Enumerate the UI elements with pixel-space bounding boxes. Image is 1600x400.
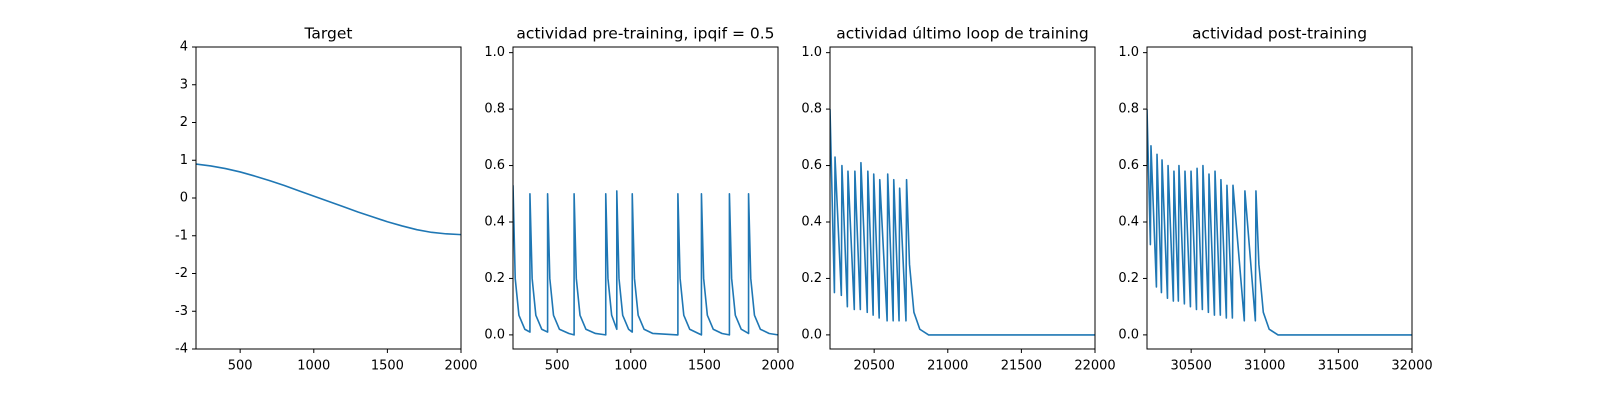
- x-tick-label: 30500: [1170, 359, 1211, 374]
- chart-title: Target: [304, 25, 353, 43]
- x-tick-label: 2000: [761, 359, 794, 374]
- y-tick-label: 0.0: [1118, 327, 1139, 342]
- y-tick-label: -4: [175, 342, 188, 357]
- y-tick-label: 0.2: [1118, 271, 1139, 286]
- line: [513, 185, 778, 336]
- chart-title: actividad último loop de training: [836, 25, 1088, 43]
- x-tick-label: 31500: [1318, 359, 1359, 374]
- y-tick-label: 0: [180, 191, 188, 206]
- x-tick-label: 2000: [444, 359, 477, 374]
- x-tick-label: 22000: [1074, 359, 1115, 374]
- y-tick-label: 0.8: [801, 102, 822, 117]
- y-tick-label: 0.0: [801, 327, 822, 342]
- y-tick-label: 1.0: [1118, 45, 1139, 60]
- line: [1147, 109, 1412, 336]
- y-tick-label: 1.0: [801, 45, 822, 60]
- y-tick-label: 0.6: [801, 158, 822, 173]
- subplot: actividad último loop de training 20500 21…: [801, 25, 1115, 374]
- y-tick-label: 0.8: [1118, 102, 1139, 117]
- chart-title: actividad pre-training, ipqif = 0.5: [516, 25, 774, 43]
- line: [196, 163, 461, 236]
- x-tick-label: 21500: [1001, 359, 1042, 374]
- y-tick-label: 0.4: [801, 214, 822, 229]
- x-tick-label: 32000: [1391, 359, 1432, 374]
- y-tick-label: 2: [180, 115, 188, 130]
- x-tick-label: 500: [228, 359, 253, 374]
- subplot: Target 500 1000 1500 2000 -4 -3 -2 -1 0 1 2 3 4: [175, 25, 478, 374]
- y-tick-label: -2: [175, 266, 188, 281]
- y-tick-label: 0.6: [1118, 158, 1139, 173]
- x-tick-label: 1000: [614, 359, 647, 374]
- axes-frame: [1146, 46, 1413, 350]
- axes-frame: [512, 46, 779, 350]
- line: [830, 109, 1095, 336]
- chart-title: actividad post-training: [1192, 25, 1367, 43]
- axes-frame: [829, 46, 1096, 350]
- axes-frame: [195, 46, 462, 350]
- y-tick-label: 0.2: [484, 271, 505, 286]
- y-tick-label: 0.4: [1118, 214, 1139, 229]
- x-tick-label: 500: [545, 359, 570, 374]
- subplot: actividad post-training 30500 31000 31500 32…: [1118, 25, 1432, 374]
- x-tick-label: 31000: [1244, 359, 1285, 374]
- y-tick-label: 0.6: [484, 158, 505, 173]
- y-tick-label: 1: [180, 153, 188, 168]
- y-tick-label: 0.2: [801, 271, 822, 286]
- y-tick-label: 4: [180, 40, 188, 55]
- y-tick-label: 0.8: [484, 102, 505, 117]
- x-tick-label: 1500: [371, 359, 404, 374]
- x-tick-label: 1000: [297, 359, 330, 374]
- y-tick-label: 3: [180, 77, 188, 92]
- y-tick-label: 0.0: [484, 327, 505, 342]
- x-tick-label: 1500: [688, 359, 721, 374]
- y-tick-label: 0.4: [484, 214, 505, 229]
- x-tick-label: 21000: [927, 359, 968, 374]
- y-tick-label: -3: [175, 304, 188, 319]
- y-tick-label: -1: [175, 228, 188, 243]
- y-tick-label: 1.0: [484, 45, 505, 60]
- x-tick-label: 20500: [853, 359, 894, 374]
- subplot: actividad pre-training, ipqif = 0.5 500 10…: [484, 25, 794, 374]
